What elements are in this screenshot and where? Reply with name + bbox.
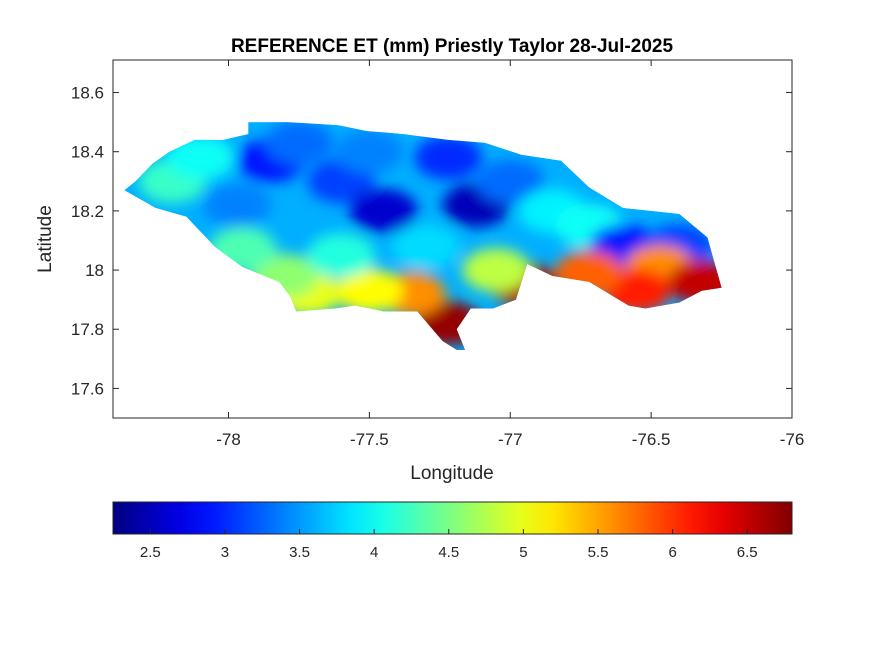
et-value-blob [414, 135, 483, 180]
et-value-blob [203, 183, 271, 227]
x-axis-label: Longitude [410, 463, 493, 484]
et-value-blob [391, 224, 460, 269]
colorbar-tick-label: 3 [221, 544, 229, 561]
colorbar-tick-label: 6.5 [737, 544, 758, 561]
colorbar-ticks: 2.5 3 3.5 4 4.5 5 5.5 6 6.5 [140, 529, 758, 561]
y-tick-label: 17.6 [71, 379, 104, 398]
x-tick-label: -77 [498, 430, 523, 449]
et-value-blob [307, 233, 376, 278]
y-axis-label: Latitude [35, 205, 56, 273]
colorbar-tick-label: 5.5 [588, 544, 609, 561]
colorbar-tick-label: 3.5 [289, 544, 310, 561]
chart-title: REFERENCE ET (mm) Priestly Taylor 28-Jul… [231, 36, 673, 57]
et-value-blob [335, 268, 404, 313]
colorbar-tick-label: 4 [370, 544, 378, 561]
x-tick-label: -78 [216, 430, 241, 449]
colorbar-tick-label: 5 [519, 544, 527, 561]
et-value-blob [335, 129, 404, 174]
colorbar-tick-label: 4.5 [438, 544, 459, 561]
et-value-blob [462, 248, 531, 293]
et-value-blob [349, 188, 418, 233]
y-tick-label: 18 [85, 261, 104, 280]
colorbar-tick-label: 2.5 [140, 544, 161, 561]
y-tick-label: 17.8 [71, 320, 104, 339]
et-value-blob [265, 122, 333, 165]
y-axis: 17.6 17.8 18 18.2 18.4 18.6 [71, 84, 792, 398]
colorbar [112, 501, 793, 535]
x-tick-label: -76 [780, 430, 805, 449]
et-value-blob [166, 135, 235, 180]
y-tick-label: 18.6 [71, 84, 104, 103]
y-tick-label: 18.4 [71, 143, 104, 162]
y-tick-label: 18.2 [71, 202, 104, 221]
x-axis: -78 -77.5 -77 -76.5 -76 [216, 60, 804, 449]
colorbar-tick-label: 6 [668, 544, 676, 561]
x-tick-label: -77.5 [350, 430, 389, 449]
et-value-blob [476, 159, 545, 204]
x-tick-label: -76.5 [632, 430, 671, 449]
